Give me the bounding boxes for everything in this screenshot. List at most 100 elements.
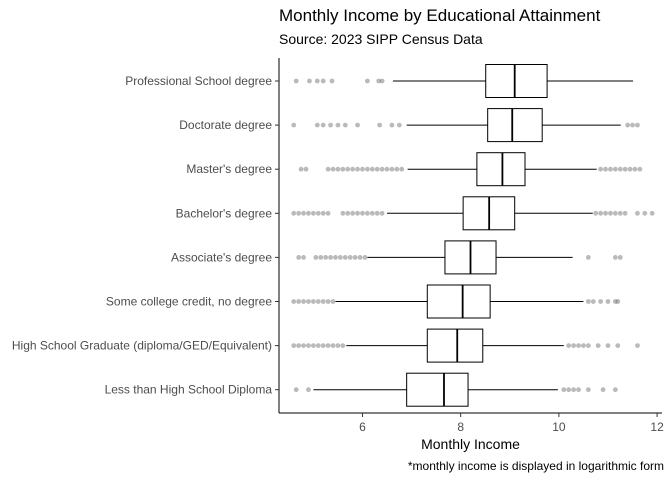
outlier-point bbox=[369, 166, 375, 172]
outlier-point bbox=[600, 387, 606, 393]
outlier-point bbox=[310, 343, 316, 348]
outlier-point bbox=[335, 343, 341, 348]
outlier-point bbox=[340, 343, 346, 348]
outlier-point bbox=[635, 343, 640, 348]
outlier-point bbox=[325, 343, 331, 348]
outlier-point bbox=[352, 255, 358, 260]
outlier-point bbox=[335, 166, 341, 172]
outlier-point bbox=[291, 343, 297, 348]
outlier-point bbox=[649, 210, 655, 216]
chart-caption: *monthly income is displayed in logarith… bbox=[407, 459, 664, 473]
outlier-point bbox=[296, 255, 302, 260]
outlier-point bbox=[315, 343, 321, 348]
outlier-point bbox=[576, 343, 581, 348]
outlier-point bbox=[627, 166, 633, 172]
outlier-point bbox=[598, 299, 604, 304]
box-iqr bbox=[426, 284, 491, 319]
outlier-point bbox=[345, 166, 351, 172]
outlier-point bbox=[642, 210, 648, 216]
outlier-point bbox=[350, 166, 356, 172]
category-label: Associate's degree bbox=[171, 250, 272, 264]
outlier-point bbox=[374, 210, 380, 216]
outlier-point bbox=[379, 166, 385, 172]
outlier-point bbox=[396, 122, 402, 128]
outlier-point bbox=[561, 387, 567, 393]
category-label: Less than High School Diploma bbox=[105, 383, 273, 397]
outlier-point bbox=[320, 343, 326, 348]
outlier-point bbox=[595, 343, 601, 348]
outlier-point bbox=[360, 210, 365, 216]
outlier-point bbox=[581, 343, 586, 348]
outlier-point bbox=[330, 299, 336, 304]
outlier-point bbox=[585, 387, 591, 393]
box-iqr bbox=[485, 64, 548, 98]
category-label: High School Graduate (diploma/GED/Equiva… bbox=[12, 339, 272, 353]
outlier-point bbox=[384, 166, 390, 172]
outlier-point bbox=[296, 343, 302, 348]
outlier-point bbox=[612, 299, 618, 304]
outlier-point bbox=[335, 122, 341, 128]
category-label: Some college credit, no degree bbox=[106, 295, 272, 309]
outlier-point bbox=[325, 166, 331, 172]
category-label: Master's degree bbox=[186, 162, 272, 176]
outlier-point bbox=[632, 166, 638, 172]
outlier-point bbox=[603, 166, 608, 172]
outlier-point bbox=[576, 387, 581, 393]
outlier-point bbox=[612, 255, 618, 260]
outlier-point bbox=[369, 210, 375, 216]
x-tick-label: 10 bbox=[552, 420, 566, 434]
x-axis-label: Monthly Income bbox=[421, 436, 520, 452]
outlier-point bbox=[301, 299, 306, 304]
outlier-point bbox=[615, 343, 621, 348]
outlier-point bbox=[291, 122, 297, 128]
outlier-point bbox=[571, 343, 577, 348]
outlier-point bbox=[328, 255, 333, 260]
outlier-point bbox=[364, 210, 370, 216]
outlier-point bbox=[605, 299, 611, 304]
outlier-point bbox=[303, 166, 309, 172]
outlier-point bbox=[399, 166, 405, 172]
outlier-point bbox=[617, 255, 623, 260]
outlier-point bbox=[585, 343, 591, 348]
outlier-point bbox=[314, 122, 320, 128]
outlier-point bbox=[330, 166, 336, 172]
outlier-point bbox=[630, 122, 635, 128]
outlier-point bbox=[355, 122, 360, 128]
outlier-point bbox=[355, 210, 360, 216]
outlier-point bbox=[337, 255, 343, 260]
outlier-point bbox=[389, 166, 395, 172]
outlier-point bbox=[306, 210, 311, 216]
box-iqr bbox=[476, 152, 526, 187]
outlier-point bbox=[306, 387, 311, 393]
outlier-point bbox=[293, 78, 299, 84]
outlier-point bbox=[612, 210, 618, 216]
outlier-point bbox=[347, 255, 353, 260]
outlier-point bbox=[598, 166, 604, 172]
outlier-point bbox=[306, 343, 311, 348]
outlier-point bbox=[333, 255, 338, 260]
outlier-point bbox=[328, 122, 333, 128]
outlier-point bbox=[293, 387, 299, 393]
outlier-point bbox=[566, 387, 572, 393]
outlier-point bbox=[376, 78, 382, 84]
outlier-point bbox=[296, 299, 302, 304]
outlier-point bbox=[315, 299, 321, 304]
outlier-point bbox=[612, 166, 618, 172]
outlier-point bbox=[323, 255, 329, 260]
outlier-point bbox=[608, 210, 613, 216]
outlier-point bbox=[364, 78, 370, 84]
category-label: Bachelor's degree bbox=[176, 206, 273, 220]
outlier-point bbox=[566, 343, 572, 348]
outlier-point bbox=[313, 255, 319, 260]
outlier-point bbox=[320, 210, 326, 216]
outlier-point bbox=[325, 210, 331, 216]
box-iqr bbox=[406, 372, 469, 407]
outlier-point bbox=[325, 299, 331, 304]
outlier-point bbox=[608, 166, 613, 172]
outlier-point bbox=[605, 343, 611, 348]
outlier-point bbox=[320, 299, 326, 304]
x-tick-label: 8 bbox=[457, 420, 464, 434]
outlier-point bbox=[374, 166, 380, 172]
outlier-point bbox=[307, 78, 312, 84]
